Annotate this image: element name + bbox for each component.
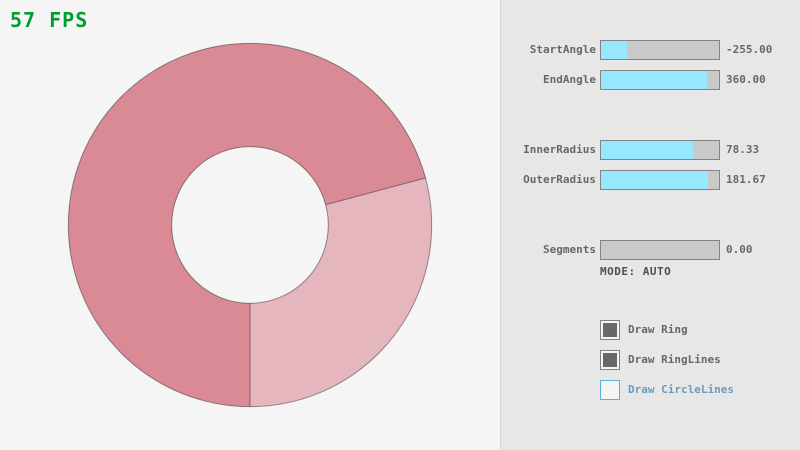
draw-circlelines-label: Draw CircleLines (628, 383, 734, 396)
checkbox-draw-circlelines[interactable]: Draw CircleLines (600, 380, 800, 400)
draw-ringlines-checkbox-icon[interactable] (600, 350, 620, 370)
draw-ring-checkbox-icon[interactable] (600, 320, 620, 340)
startangle-value: -255.00 (726, 43, 773, 56)
ring-outline (67, 42, 433, 408)
segments-mode-label: MODE: AUTO (600, 265, 672, 278)
innerradius-value: 78.33 (726, 143, 760, 156)
outerradius-value: 181.67 (726, 173, 766, 186)
checkbox-draw-ringlines[interactable]: Draw RingLines (600, 350, 800, 370)
slider-row-innerradius: InnerRadius 78.33 (0, 140, 800, 160)
checkbox-draw-ring[interactable]: Draw Ring (600, 320, 800, 340)
ring-outer-outline (67, 42, 433, 408)
segments-label: Segments (543, 243, 596, 256)
endangle-slider-fill (601, 71, 708, 89)
startangle-slider-fill (601, 41, 627, 59)
slider-row-startangle: StartAngle -255.00 (0, 40, 800, 60)
draw-circlelines-checkbox-icon[interactable] (600, 380, 620, 400)
ring-sector-double-pass-overlap (68, 43, 426, 407)
startangle-slider[interactable] (600, 40, 720, 60)
check-mark-icon (603, 353, 617, 367)
ring-boundary-line (325, 177, 426, 206)
endangle-label: EndAngle (543, 73, 596, 86)
draw-ringlines-label: Draw RingLines (628, 353, 721, 366)
outerradius-slider[interactable] (600, 170, 720, 190)
slider-row-endangle: EndAngle 360.00 (0, 70, 800, 90)
segments-slider[interactable] (600, 240, 720, 260)
innerradius-slider[interactable] (600, 140, 720, 160)
endangle-slider[interactable] (600, 70, 720, 90)
outerradius-label: OuterRadius (523, 173, 596, 186)
segments-value: 0.00 (726, 243, 753, 256)
slider-row-outerradius: OuterRadius 181.67 (0, 170, 800, 190)
innerradius-slider-fill (601, 141, 694, 159)
draw-ring-label: Draw Ring (628, 323, 688, 336)
slider-row-segments: Segments 0.00 (0, 240, 800, 260)
startangle-label: StartAngle (529, 43, 596, 56)
endangle-value: 360.00 (726, 73, 766, 86)
fps-counter: 57 FPS (10, 8, 89, 32)
ring-inner-outline (171, 146, 329, 304)
check-mark-icon (603, 323, 617, 337)
innerradius-label: InnerRadius (523, 143, 596, 156)
ring-sector-single-pass (250, 177, 432, 407)
outerradius-slider-fill (601, 171, 709, 189)
